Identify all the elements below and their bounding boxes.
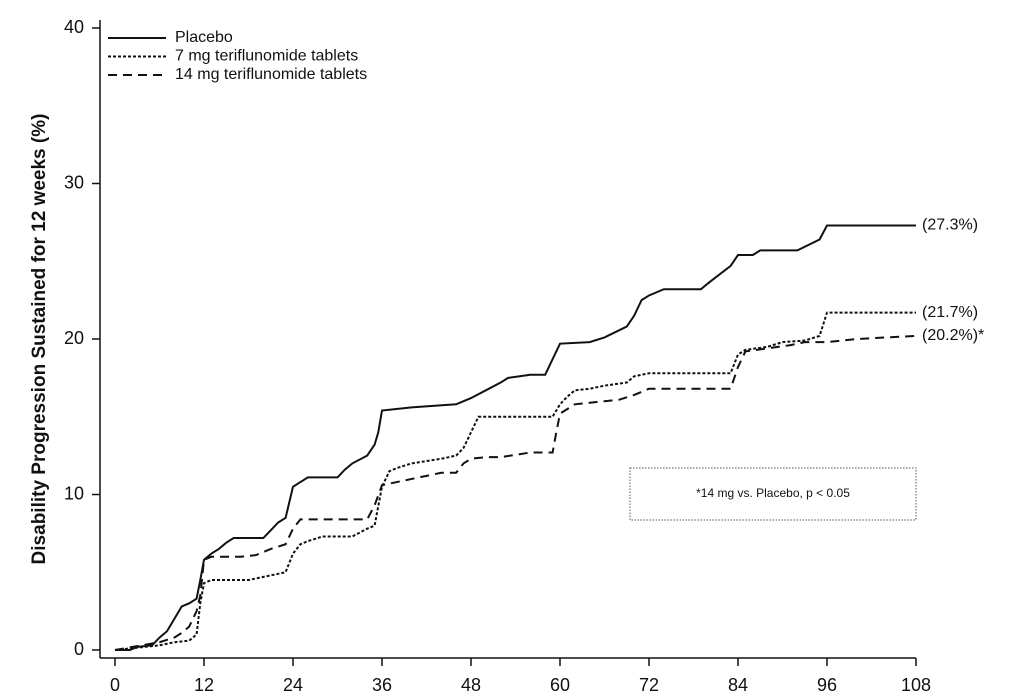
- legend-label: 14 mg teriflunomide tablets: [175, 66, 367, 83]
- annotation-box: [629, 467, 917, 521]
- x-tick-label: 24: [283, 675, 303, 695]
- series-line: [114, 334, 917, 651]
- y-tick-label: 0: [74, 639, 84, 659]
- y-tick-label: 30: [64, 172, 84, 192]
- series-line: [115, 224, 916, 651]
- x-tick-label: 36: [372, 675, 392, 695]
- end-label: (20.2%)*: [922, 327, 984, 344]
- y-tick-label: 10: [64, 483, 84, 503]
- x-tick-label: 84: [728, 675, 748, 695]
- x-tick-label: 12: [194, 675, 214, 695]
- x-tick-label: 108: [901, 675, 931, 695]
- y-axis-label: Disability Progression Sustained for 12 …: [29, 114, 50, 565]
- x-tick-label: 72: [639, 675, 659, 695]
- legend-label: 7 mg teriflunomide tablets: [175, 48, 358, 65]
- y-tick-label: 40: [64, 17, 84, 37]
- end-label: (21.7%): [922, 304, 978, 321]
- x-tick-label: 60: [550, 675, 570, 695]
- series-line: [114, 311, 916, 651]
- annotation: *14 mg vs. Placebo, p < 0.05: [696, 486, 850, 500]
- x-tick-label: 96: [817, 675, 837, 695]
- end-label: (27.3%): [922, 217, 978, 234]
- legend-label: Placebo: [175, 29, 233, 46]
- x-tick-label: 0: [110, 675, 120, 695]
- y-tick-label: 20: [64, 328, 84, 348]
- x-tick-label: 48: [461, 675, 481, 695]
